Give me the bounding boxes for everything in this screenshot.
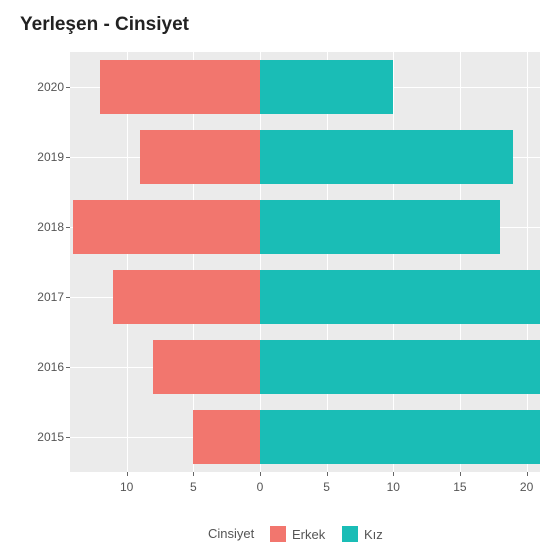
bar-kiz (260, 200, 500, 254)
y-tick-mark (66, 437, 70, 438)
chart-title: Yerleşen - Cinsiyet (20, 14, 189, 36)
gridline-v (527, 52, 528, 472)
x-tick-mark (127, 472, 128, 476)
x-axis-tick: 20 (520, 480, 533, 494)
bar-kiz (260, 60, 393, 114)
gridline-v (327, 52, 328, 472)
y-axis-tick: 2020 (4, 80, 64, 94)
bar-erkek (153, 340, 260, 394)
x-tick-mark (527, 472, 528, 476)
gridline-v (193, 52, 194, 472)
x-axis-tick: 5 (323, 480, 330, 494)
y-tick-mark (66, 227, 70, 228)
gridline-v (127, 52, 128, 472)
plot-panel (70, 52, 540, 472)
gridline-v (260, 52, 261, 472)
y-axis-tick: 2019 (4, 150, 64, 164)
x-axis-tick: 10 (387, 480, 400, 494)
legend-label-erkek: Erkek (292, 527, 325, 542)
y-tick-mark (66, 367, 70, 368)
legend-swatch-kiz (342, 526, 358, 542)
legend-item-kiz: Kız (342, 526, 383, 542)
x-axis-tick: 10 (120, 480, 133, 494)
y-axis-tick: 2015 (4, 430, 64, 444)
legend-item-erkek: Erkek (270, 526, 325, 542)
legend-swatch-erkek (270, 526, 286, 542)
legend-label-kiz: Kız (364, 527, 383, 542)
bar-kiz (260, 270, 540, 324)
x-tick-mark (193, 472, 194, 476)
x-axis-tick: 0 (257, 480, 264, 494)
gridline-v (460, 52, 461, 472)
bar-erkek (193, 410, 260, 464)
bar-erkek (140, 130, 260, 184)
x-tick-mark (260, 472, 261, 476)
bar-kiz (260, 130, 513, 184)
y-axis-tick: 2016 (4, 360, 64, 374)
x-tick-mark (460, 472, 461, 476)
y-axis-tick: 2018 (4, 220, 64, 234)
x-tick-mark (327, 472, 328, 476)
y-tick-mark (66, 297, 70, 298)
legend-title-text: Cinsiyet (208, 526, 254, 541)
x-axis-tick: 5 (190, 480, 197, 494)
x-tick-mark (393, 472, 394, 476)
bar-kiz (260, 410, 540, 464)
gridline-v (393, 52, 394, 472)
bar-kiz (260, 340, 540, 394)
x-axis-tick: 15 (453, 480, 466, 494)
bar-erkek (113, 270, 260, 324)
bar-erkek (73, 200, 260, 254)
y-tick-mark (66, 157, 70, 158)
y-tick-mark (66, 87, 70, 88)
bar-erkek (100, 60, 260, 114)
y-axis-tick: 2017 (4, 290, 64, 304)
legend-title: Cinsiyet (208, 526, 254, 541)
